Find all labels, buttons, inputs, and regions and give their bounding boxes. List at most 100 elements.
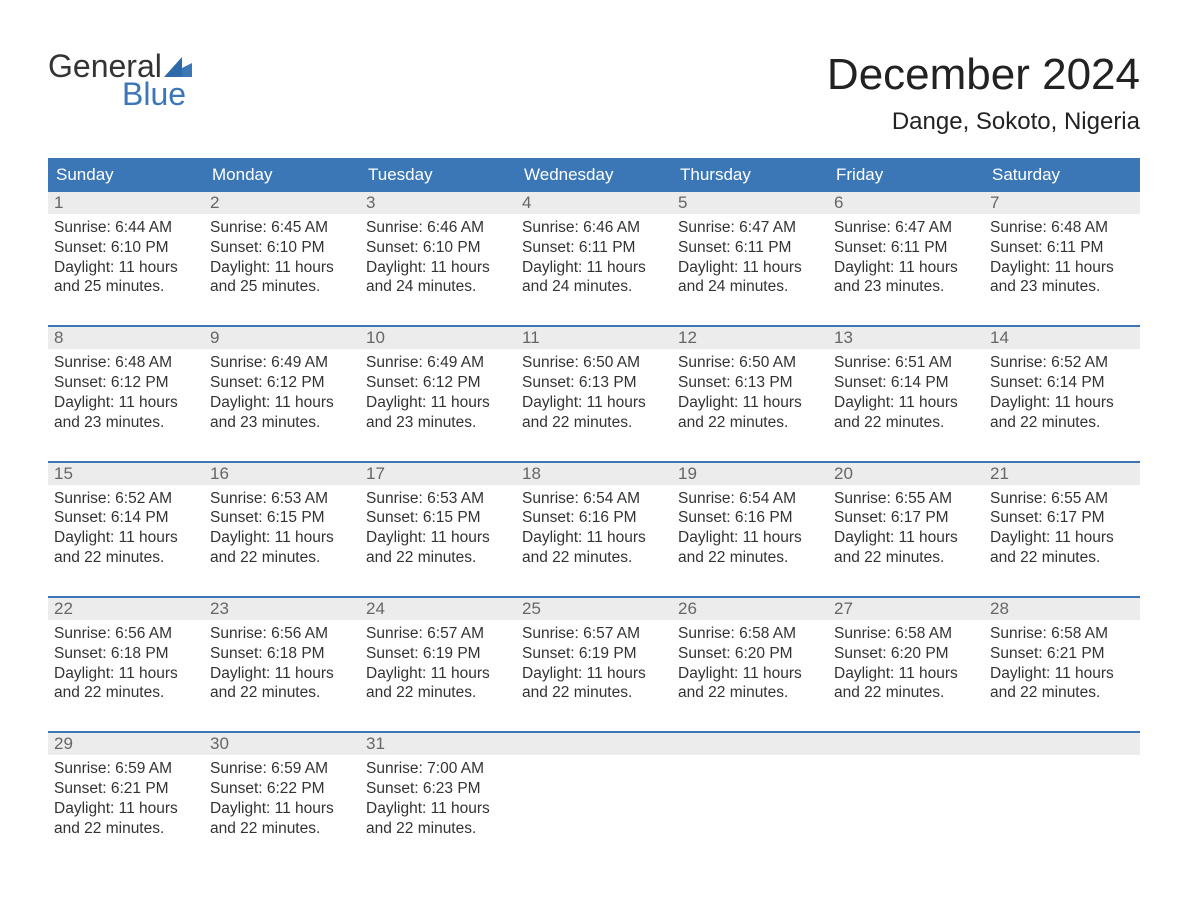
- sunset-line: Sunset: 6:11 PM: [834, 238, 978, 258]
- sunrise-line: Sunrise: 6:45 AM: [210, 218, 354, 238]
- sunset-line: Sunset: 6:11 PM: [522, 238, 666, 258]
- daylight-line-2: and 23 minutes.: [990, 277, 1134, 297]
- day-number: 25: [516, 598, 672, 620]
- day-number: 9: [204, 327, 360, 349]
- day-number: 18: [516, 463, 672, 485]
- day-cell: 9Sunrise: 6:49 AMSunset: 6:12 PMDaylight…: [204, 327, 360, 432]
- daylight-line-1: Daylight: 11 hours: [522, 258, 666, 278]
- sunrise-line: Sunrise: 6:59 AM: [54, 759, 198, 779]
- daylight-line-2: and 22 minutes.: [990, 413, 1134, 433]
- day-body: Sunrise: 6:46 AMSunset: 6:11 PMDaylight:…: [516, 214, 672, 297]
- sunrise-line: Sunrise: 6:53 AM: [366, 489, 510, 509]
- daylight-line-1: Daylight: 11 hours: [990, 393, 1134, 413]
- daylight-line-2: and 22 minutes.: [522, 683, 666, 703]
- day-number: 27: [828, 598, 984, 620]
- day-body: Sunrise: 6:49 AMSunset: 6:12 PMDaylight:…: [204, 349, 360, 432]
- daylight-line-2: and 22 minutes.: [522, 548, 666, 568]
- sunset-line: Sunset: 6:16 PM: [522, 508, 666, 528]
- day-cell: 10Sunrise: 6:49 AMSunset: 6:12 PMDayligh…: [360, 327, 516, 432]
- day-cell: 18Sunrise: 6:54 AMSunset: 6:16 PMDayligh…: [516, 463, 672, 568]
- day-number: 19: [672, 463, 828, 485]
- sunset-line: Sunset: 6:21 PM: [990, 644, 1134, 664]
- daylight-line-2: and 22 minutes.: [678, 548, 822, 568]
- day-number: 1: [48, 192, 204, 214]
- daylight-line-1: Daylight: 11 hours: [54, 664, 198, 684]
- header: General Blue December 2024 Dange, Sokoto…: [48, 50, 1140, 136]
- sunset-line: Sunset: 6:18 PM: [210, 644, 354, 664]
- sunrise-line: Sunrise: 6:54 AM: [678, 489, 822, 509]
- logo: General Blue: [48, 50, 192, 110]
- daylight-line-1: Daylight: 11 hours: [834, 528, 978, 548]
- day-cell: 19Sunrise: 6:54 AMSunset: 6:16 PMDayligh…: [672, 463, 828, 568]
- day-body: Sunrise: 6:55 AMSunset: 6:17 PMDaylight:…: [828, 485, 984, 568]
- daylight-line-1: Daylight: 11 hours: [366, 664, 510, 684]
- day-body: Sunrise: 6:58 AMSunset: 6:20 PMDaylight:…: [828, 620, 984, 703]
- sunset-line: Sunset: 6:14 PM: [54, 508, 198, 528]
- daylight-line-1: Daylight: 11 hours: [678, 393, 822, 413]
- day-cell: 27Sunrise: 6:58 AMSunset: 6:20 PMDayligh…: [828, 598, 984, 703]
- day-number: 15: [48, 463, 204, 485]
- day-number: 6: [828, 192, 984, 214]
- daylight-line-2: and 22 minutes.: [210, 683, 354, 703]
- daylight-line-1: Daylight: 11 hours: [54, 258, 198, 278]
- day-number: 3: [360, 192, 516, 214]
- sunrise-line: Sunrise: 6:47 AM: [834, 218, 978, 238]
- day-body: Sunrise: 6:53 AMSunset: 6:15 PMDaylight:…: [204, 485, 360, 568]
- day-cell: 6Sunrise: 6:47 AMSunset: 6:11 PMDaylight…: [828, 192, 984, 297]
- day-body: Sunrise: 6:55 AMSunset: 6:17 PMDaylight:…: [984, 485, 1140, 568]
- day-number: 11: [516, 327, 672, 349]
- day-body: Sunrise: 6:58 AMSunset: 6:21 PMDaylight:…: [984, 620, 1140, 703]
- day-number: 22: [48, 598, 204, 620]
- daylight-line-2: and 24 minutes.: [522, 277, 666, 297]
- daylight-line-2: and 22 minutes.: [834, 413, 978, 433]
- daylight-line-1: Daylight: 11 hours: [210, 393, 354, 413]
- day-number: 20: [828, 463, 984, 485]
- day-number: 16: [204, 463, 360, 485]
- day-number: 8: [48, 327, 204, 349]
- daylight-line-1: Daylight: 11 hours: [990, 528, 1134, 548]
- week-row: 15Sunrise: 6:52 AMSunset: 6:14 PMDayligh…: [48, 461, 1140, 568]
- day-header-cell: Thursday: [672, 158, 828, 192]
- day-header-cell: Tuesday: [360, 158, 516, 192]
- day-body: Sunrise: 6:52 AMSunset: 6:14 PMDaylight:…: [984, 349, 1140, 432]
- day-body: Sunrise: 6:59 AMSunset: 6:21 PMDaylight:…: [48, 755, 204, 838]
- day-number: 21: [984, 463, 1140, 485]
- day-body: Sunrise: 6:50 AMSunset: 6:13 PMDaylight:…: [672, 349, 828, 432]
- daylight-line-2: and 24 minutes.: [366, 277, 510, 297]
- daylight-line-2: and 24 minutes.: [678, 277, 822, 297]
- sunset-line: Sunset: 6:11 PM: [678, 238, 822, 258]
- daylight-line-1: Daylight: 11 hours: [990, 664, 1134, 684]
- sunset-line: Sunset: 6:22 PM: [210, 779, 354, 799]
- week-row: 22Sunrise: 6:56 AMSunset: 6:18 PMDayligh…: [48, 596, 1140, 703]
- sunset-line: Sunset: 6:17 PM: [990, 508, 1134, 528]
- day-cell: 31Sunrise: 7:00 AMSunset: 6:23 PMDayligh…: [360, 733, 516, 838]
- day-body: Sunrise: 6:50 AMSunset: 6:13 PMDaylight:…: [516, 349, 672, 432]
- day-cell: 2Sunrise: 6:45 AMSunset: 6:10 PMDaylight…: [204, 192, 360, 297]
- sunset-line: Sunset: 6:19 PM: [522, 644, 666, 664]
- daylight-line-1: Daylight: 11 hours: [834, 664, 978, 684]
- daylight-line-1: Daylight: 11 hours: [990, 258, 1134, 278]
- sunset-line: Sunset: 6:12 PM: [54, 373, 198, 393]
- daylight-line-1: Daylight: 11 hours: [54, 799, 198, 819]
- day-cell: 3Sunrise: 6:46 AMSunset: 6:10 PMDaylight…: [360, 192, 516, 297]
- daylight-line-1: Daylight: 11 hours: [366, 393, 510, 413]
- day-cell: 26Sunrise: 6:58 AMSunset: 6:20 PMDayligh…: [672, 598, 828, 703]
- day-number: .: [984, 733, 1140, 755]
- daylight-line-1: Daylight: 11 hours: [522, 393, 666, 413]
- day-body: Sunrise: 6:45 AMSunset: 6:10 PMDaylight:…: [204, 214, 360, 297]
- location: Dange, Sokoto, Nigeria: [827, 108, 1140, 136]
- daylight-line-1: Daylight: 11 hours: [366, 258, 510, 278]
- sunset-line: Sunset: 6:18 PM: [54, 644, 198, 664]
- sunrise-line: Sunrise: 6:44 AM: [54, 218, 198, 238]
- sunrise-line: Sunrise: 6:52 AM: [990, 353, 1134, 373]
- day-body: Sunrise: 6:57 AMSunset: 6:19 PMDaylight:…: [360, 620, 516, 703]
- day-number: 26: [672, 598, 828, 620]
- sunset-line: Sunset: 6:20 PM: [834, 644, 978, 664]
- day-body: Sunrise: 6:56 AMSunset: 6:18 PMDaylight:…: [48, 620, 204, 703]
- day-body: Sunrise: 6:51 AMSunset: 6:14 PMDaylight:…: [828, 349, 984, 432]
- sunrise-line: Sunrise: 6:54 AM: [522, 489, 666, 509]
- day-cell: 7Sunrise: 6:48 AMSunset: 6:11 PMDaylight…: [984, 192, 1140, 297]
- daylight-line-1: Daylight: 11 hours: [522, 664, 666, 684]
- day-header-cell: Friday: [828, 158, 984, 192]
- sunrise-line: Sunrise: 6:57 AM: [522, 624, 666, 644]
